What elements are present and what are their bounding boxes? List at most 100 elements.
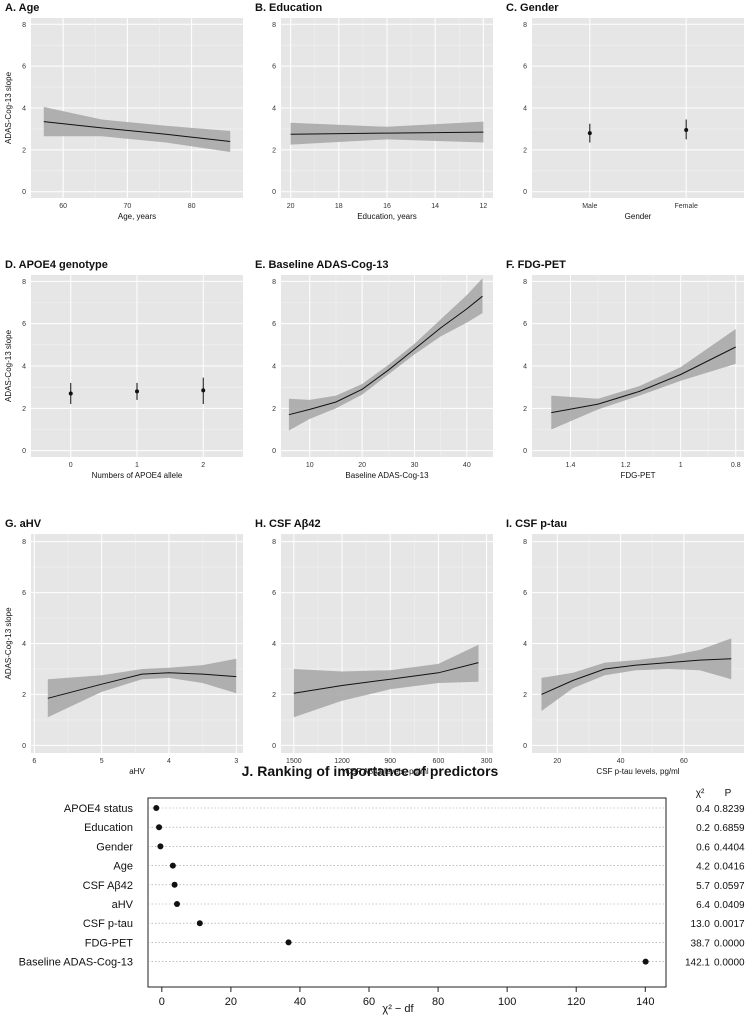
panel-10: J. Ranking of importance of predictors χ²… [19,763,745,1015]
y-tick-label: 4 [272,106,276,113]
x-axis-label: CSF Aβ42 levels, pg/ml [345,767,429,776]
stat-header-p: P [725,788,732,799]
y-axis-label: ADAS-Cog-13 slope [4,607,13,680]
panel-5: E. Baseline ADAS-Cog-13 0 2 4 6 8 10 20 30 40 Base… [255,259,493,480]
y-tick-label: 2 [22,147,26,154]
y-tick-label: 8 [272,22,276,29]
chi2-value: 0.6 [696,842,710,853]
y-tick-label: 8 [523,279,527,286]
predictor-dot [174,901,181,907]
point-estimate [68,391,73,396]
panel-title: C. Gender [506,2,559,14]
predictor-label: aHV [112,899,134,911]
predictor-dot [196,920,203,927]
x-tick-label: 300 [481,758,493,765]
panel-title: I. CSF p-tau [506,518,567,530]
chi2-value: 0.4 [696,804,710,815]
x-tick-label: 0.8 [731,462,741,469]
y-tick-label: 0 [22,743,26,750]
y-tick-label: 8 [523,539,527,546]
x-tick-label: 60 [363,996,375,1008]
x-tick-label: 80 [188,203,196,210]
predictor-dot [642,958,649,965]
chi2-value: 6.4 [696,900,710,911]
fitted-line [293,662,479,694]
chi2-value: 4.2 [696,862,710,873]
predictor-dot [156,824,163,831]
x-tick-label: 20 [553,758,561,765]
chi2-value: 38.7 [691,938,711,949]
y-tick-label: 6 [22,64,26,71]
x-tick-label: 30 [411,462,419,469]
chi2-value: 13.0 [691,919,711,930]
x-tick-label: 4 [167,758,171,765]
x-tick-label: 6 [32,758,36,765]
predictor-dot [169,862,176,869]
y-tick-label: 4 [523,364,527,371]
predictor-label: CSF Aβ42 [83,880,133,892]
y-tick-label: 4 [272,364,276,371]
panel-title: H. CSF Aβ42 [255,518,321,530]
x-tick-label: 14 [431,203,439,210]
y-tick-label: 6 [272,321,276,328]
x-tick-label: 10 [306,462,314,469]
x-tick-label: 3 [234,758,238,765]
y-tick-label: 8 [22,279,26,286]
x-tick-label: 60 [680,758,688,765]
stat-header-chi2: χ² [696,788,705,799]
y-tick-label: 6 [523,64,527,71]
predictor-label: APOE4 status [64,803,134,815]
y-tick-label: 0 [22,189,26,196]
panel-title: F. FDG-PET [506,259,566,271]
panel-6: F. FDG-PET 0 2 4 6 8 1.4 1.2 1 0.8 FDG-PET [506,259,744,480]
x-tick-label: 1 [679,462,683,469]
predictor-label: Age [113,861,133,873]
x-tick-label: Female [675,203,698,210]
y-tick-label: 6 [523,590,527,597]
y-tick-label: 2 [272,692,276,699]
p-value: 0.0409 [714,900,745,911]
panel-8: H. CSF Aβ42 0 2 4 6 8 1500 1200 900 600 300 CSF Aβ4… [255,518,493,776]
p-value: 0.0000 [714,958,745,969]
x-tick-label: 1200 [334,758,350,765]
x-axis-label: Education, years [357,212,417,221]
x-tick-label: 2 [201,462,205,469]
x-tick-label: 100 [498,996,516,1008]
panel-title: E. Baseline ADAS-Cog-13 [255,259,388,271]
x-tick-label: 70 [123,203,131,210]
x-tick-label: 0 [159,996,165,1008]
fitted-line [47,672,237,699]
x-axis-label: Age, years [118,212,156,221]
x-tick-label: 40 [463,462,471,469]
predictor-dot [153,805,160,811]
y-tick-label: 6 [272,64,276,71]
p-value: 0.0416 [714,862,745,873]
y-tick-label: 6 [22,321,26,328]
x-axis-label: CSF p-tau levels, pg/ml [596,767,679,776]
x-tick-label: 20 [225,996,237,1008]
y-tick-label: 0 [272,743,276,750]
predictor-label: Education [84,822,133,834]
fitted-line [290,131,484,135]
y-tick-label: 0 [22,448,26,455]
y-tick-label: 8 [272,279,276,286]
fitted-line [551,346,736,414]
y-tick-label: 4 [272,641,276,648]
panel-4: D. APOE4 genotype 0 2 4 6 8 0 1 2 Numbers of APOE… [4,259,243,480]
x-tick-label: 140 [636,996,654,1008]
y-tick-label: 8 [22,22,26,29]
confidence-band [43,107,231,152]
panel-title: J. Ranking of importance of predictors [242,763,499,779]
plot-frame [147,797,667,988]
x-axis-label: Baseline ADAS-Cog-13 [345,471,429,480]
p-value: 0.8239 [714,804,745,815]
point-estimate [135,389,139,394]
p-value: 0.0000 [714,938,745,949]
x-tick-label: 600 [433,758,445,765]
confidence-band [293,644,479,718]
fitted-line [43,121,231,142]
y-tick-label: 0 [272,448,276,455]
fitted-line [541,658,732,695]
